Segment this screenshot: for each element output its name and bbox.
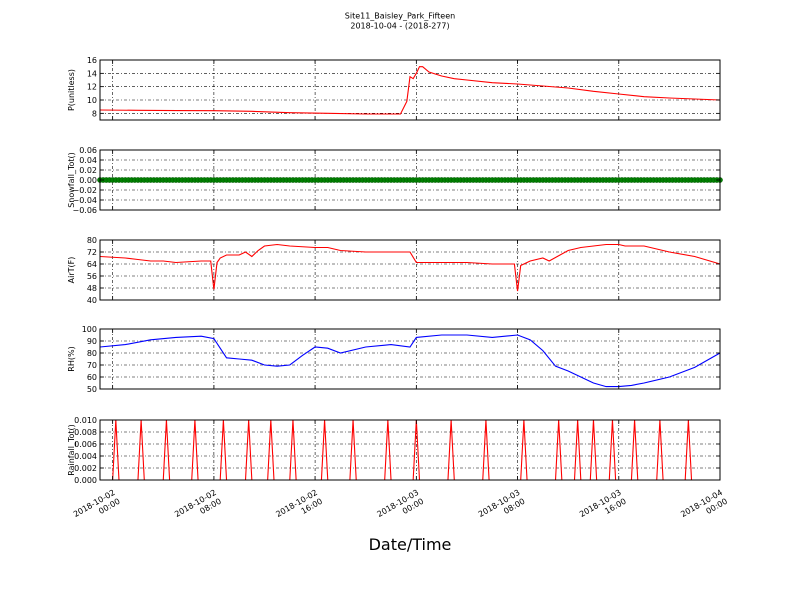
chart-title: Site11_Baisley_Park_Fifteen <box>345 12 455 21</box>
y-tick-label: 0.00 <box>79 176 97 185</box>
y-axis-label: AirT(F) <box>67 257 76 284</box>
y-tick-label: −0.04 <box>72 196 97 205</box>
y-axis-label: P(unitless) <box>67 69 76 111</box>
y-tick-label: 56 <box>87 272 97 281</box>
y-tick-label: 0.004 <box>74 452 97 461</box>
y-tick-label: 80 <box>87 349 97 358</box>
y-tick-label: 64 <box>87 260 97 269</box>
y-axis-label: Rainfall_Tot() <box>67 424 76 476</box>
y-tick-label: 12 <box>87 83 97 92</box>
panel-3: 50 60 70 80 90 100 RH(%) <box>67 325 721 394</box>
y-tick-label: 40 <box>87 296 97 305</box>
y-tick-label: 0.06 <box>79 146 97 155</box>
y-axis-label: Snowfall_Tot() <box>67 152 76 208</box>
panel-4: 0.000 0.002 0.004 0.006 0.008 0.010Rainfall_T… <box>67 416 721 485</box>
series-line-3 <box>99 334 721 388</box>
y-tick-label: 10 <box>87 96 97 105</box>
axes-frame <box>99 59 721 121</box>
axes-frame <box>99 328 721 390</box>
y-tick-label: 60 <box>87 373 97 382</box>
y-tick-label: 8 <box>92 109 97 118</box>
y-tick-label: 70 <box>87 361 97 370</box>
panel-1: −0.06−0.04−0.020.000.020.040.06Snowfall_… <box>67 146 723 215</box>
x-axis-label: Date/Time <box>369 535 452 554</box>
y-tick-label: 0.008 <box>74 428 97 437</box>
y-tick-label: 0.006 <box>74 440 97 449</box>
y-tick-label: 0.002 <box>74 464 97 473</box>
y-tick-label: 16 <box>87 56 97 65</box>
panel-0: 8 10 12 14 16 P(unitless) <box>67 56 721 121</box>
series-line-0 <box>99 66 721 115</box>
y-tick-label: 80 <box>87 236 97 245</box>
series-line-2 <box>99 243 721 292</box>
axes-frame <box>99 419 721 481</box>
y-tick-label: −0.06 <box>72 206 97 215</box>
y-tick-label: 72 <box>87 248 97 257</box>
y-tick-label: 14 <box>87 69 97 78</box>
y-tick-label: 0.010 <box>74 416 97 425</box>
y-tick-label: 0.04 <box>79 156 97 165</box>
y-tick-label: 0.02 <box>79 166 97 175</box>
y-tick-label: −0.02 <box>72 186 97 195</box>
y-axis-label: RH(%) <box>67 346 76 371</box>
panel-2: 40 48 56 64 72 80 AirT(F) <box>67 236 721 305</box>
chart-panels: 810121416P(unitless)−0.06−0.04−0.020.000… <box>67 56 723 485</box>
chart-subtitle: 2018-10-04 - (2018-277) <box>350 22 449 31</box>
axes-frame <box>99 239 721 301</box>
y-tick-label: 90 <box>87 337 97 346</box>
y-tick-label: 50 <box>87 385 97 394</box>
y-tick-label: 100 <box>82 325 97 334</box>
y-tick-label: 48 <box>87 284 97 293</box>
y-tick-label: 0.000 <box>74 476 97 485</box>
